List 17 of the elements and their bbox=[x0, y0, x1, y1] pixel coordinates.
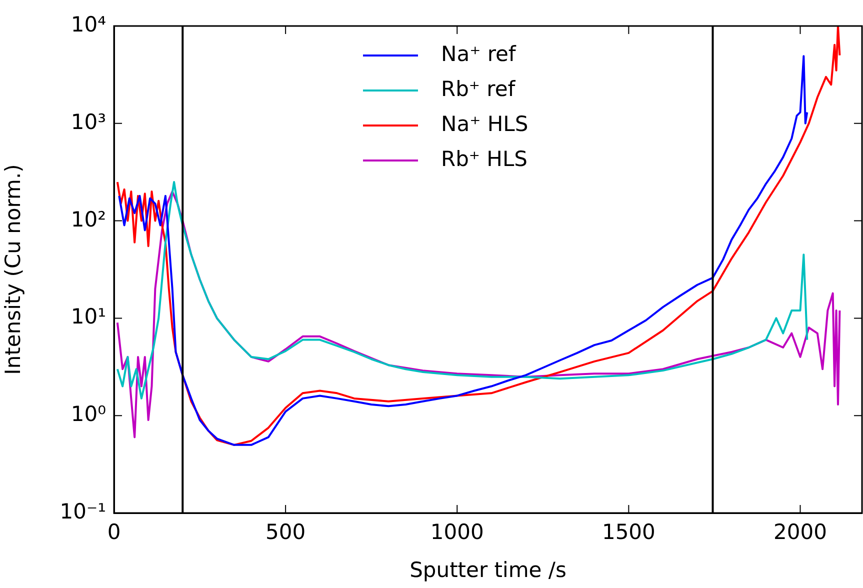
x-tick-label: 1000 bbox=[430, 520, 484, 544]
y-tick-label: 10⁰ bbox=[70, 402, 106, 426]
y-tick-label: 10⁴ bbox=[70, 12, 106, 36]
x-tick-label: 500 bbox=[266, 520, 306, 544]
x-axis-title: Sputter time /s bbox=[410, 558, 566, 582]
y-tick-label: 10² bbox=[70, 207, 106, 232]
y-axis-title: Intensity (Cu norm.) bbox=[1, 164, 26, 375]
legend-label: Na⁺ ref bbox=[441, 42, 516, 66]
x-tick-label: 0 bbox=[107, 520, 121, 544]
x-tick-label: 1500 bbox=[602, 520, 656, 544]
x-tick-label: 2000 bbox=[774, 520, 827, 544]
legend-label: Na⁺ HLS bbox=[441, 112, 528, 136]
y-tick-label: 10⁻¹ bbox=[60, 499, 106, 524]
y-tick-label: 10³ bbox=[70, 110, 106, 134]
y-tick-label: 10¹ bbox=[70, 304, 106, 329]
legend-label: Rb⁺ HLS bbox=[441, 146, 528, 171]
legend-label: Rb⁺ ref bbox=[441, 76, 516, 101]
